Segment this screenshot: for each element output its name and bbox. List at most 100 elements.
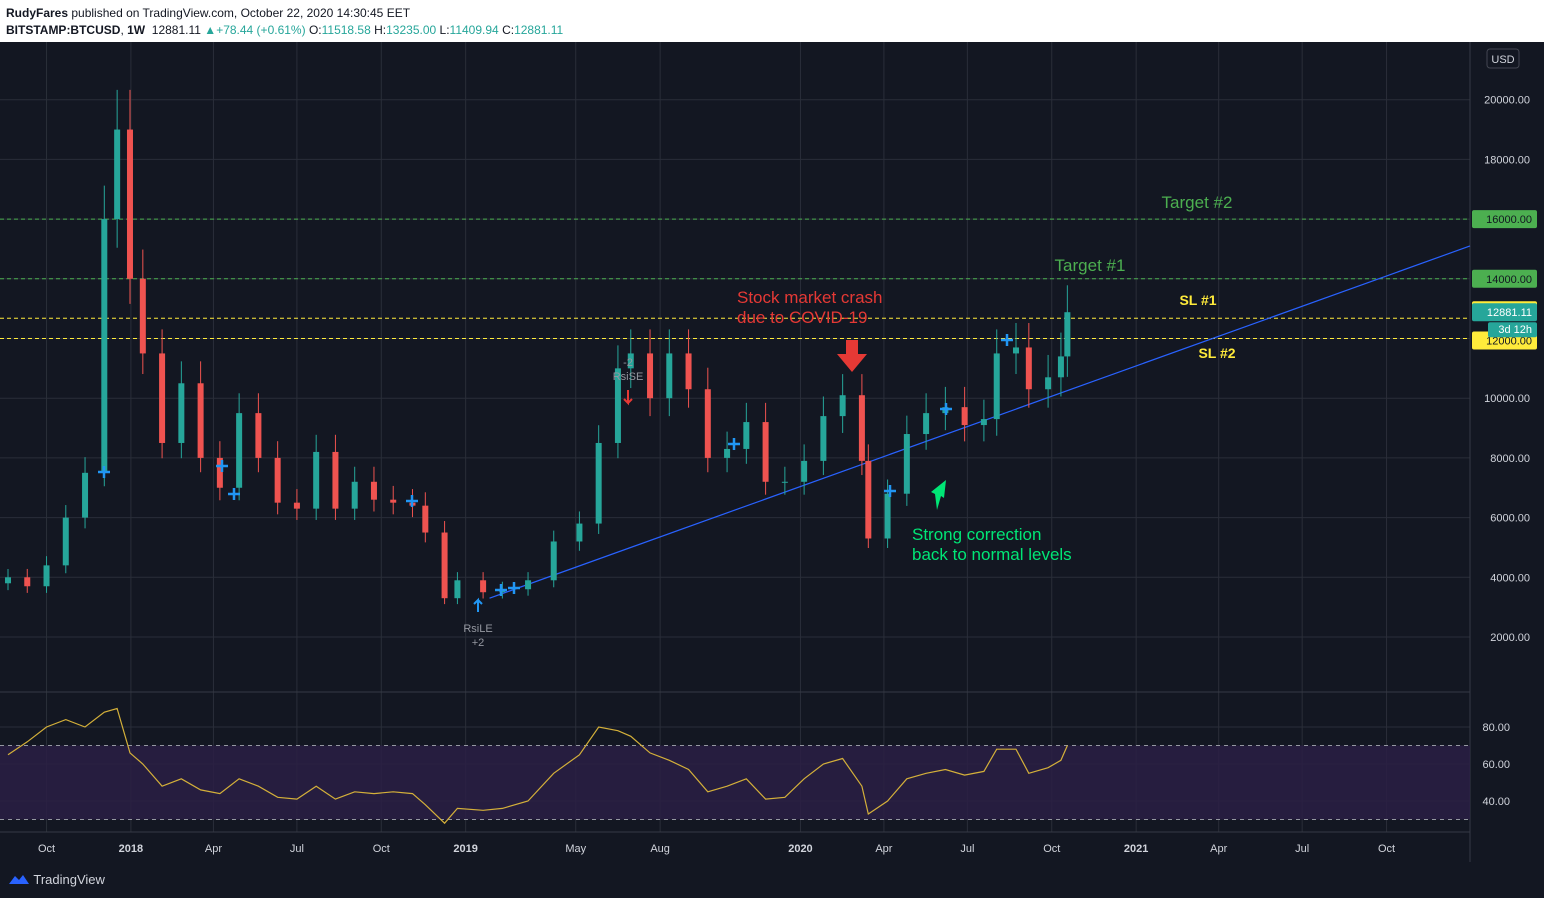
candle-body xyxy=(293,502,300,509)
candle-body xyxy=(781,481,788,483)
time-tick-label: 2021 xyxy=(1124,843,1148,855)
level-badge-label: 16000.00 xyxy=(1486,214,1532,226)
candle-body xyxy=(666,353,673,399)
price-axis-badges: 16000.0014000.0012680.0012000.0012881.11… xyxy=(1472,210,1537,350)
time-tick-label: Jul xyxy=(1295,843,1309,855)
signal-plus-icon xyxy=(508,582,520,594)
close-label: C: xyxy=(502,23,515,37)
candle-body xyxy=(236,413,243,488)
candle-body xyxy=(114,129,121,220)
rsile-qty: +2 xyxy=(472,637,485,649)
rsile-label: RsiLE xyxy=(463,623,492,635)
candle-body xyxy=(704,389,711,458)
candle-body xyxy=(274,457,281,503)
candle-body xyxy=(216,457,223,488)
time-tick-label: Oct xyxy=(1043,843,1060,855)
price-change: +78.44 (+0.61%) xyxy=(216,23,306,37)
correction-note-line1: Strong correction xyxy=(912,525,1041,544)
up-arrow-icon[interactable] xyxy=(931,480,946,510)
last-price-badge xyxy=(1472,303,1537,322)
candle-body xyxy=(422,505,429,533)
candle-body xyxy=(923,413,930,435)
candle-body xyxy=(627,353,634,369)
candle-body xyxy=(525,580,532,590)
countdown-badge xyxy=(1488,322,1537,338)
time-tick-label: Apr xyxy=(875,843,892,855)
time-tick-label: Oct xyxy=(1378,843,1395,855)
symbol-line: BITSTAMP:BTCUSD, 1W 12881.11 ▲+78.44 (+0… xyxy=(6,23,564,37)
time-axis[interactable]: Oct 2018 Apr Jul Oct 2019 May Aug 2020 Apr Jul Oct 2… xyxy=(38,843,1395,855)
candle-body xyxy=(685,353,692,390)
rsi-series xyxy=(7,707,1068,825)
time-tick-label: May xyxy=(565,843,586,855)
candle-body xyxy=(5,577,11,584)
open-label: O: xyxy=(308,23,322,37)
time-tick-label: 2018 xyxy=(119,843,143,855)
candle-body xyxy=(178,383,185,443)
rsi-band xyxy=(0,745,1470,820)
time-tick-label: Jul xyxy=(290,843,304,855)
price-tick-label: 6000.00 xyxy=(1490,513,1530,525)
time-tick-label: 2019 xyxy=(453,843,477,855)
currency-button[interactable] xyxy=(1486,48,1520,69)
candle-body xyxy=(903,434,910,494)
interval[interactable]: 1W xyxy=(127,23,146,37)
time-tick-label: Apr xyxy=(1210,843,1227,855)
level-badge xyxy=(1472,269,1537,288)
candle-body xyxy=(647,353,654,399)
signal-plus-icon xyxy=(940,403,952,415)
candle-body xyxy=(980,419,987,426)
signal-plus-icon xyxy=(728,438,740,450)
crash-note-line2: due to COVID-19 xyxy=(737,308,867,327)
signal-plus-icon xyxy=(495,584,507,596)
candle-body xyxy=(24,577,31,587)
time-tick-label: Jul xyxy=(960,843,974,855)
candle-body xyxy=(255,413,262,458)
rsi-axis[interactable]: 40.00 60.00 80.00 xyxy=(1482,722,1510,808)
candle-body xyxy=(993,353,1000,420)
price-chart[interactable]: 2000.00 4000.00 6000.00 8000.00 10000.00 1200… xyxy=(0,42,1544,862)
chart-header: RudyFares published on TradingView.com, … xyxy=(0,0,1544,42)
high-value: 13235.00 xyxy=(386,23,437,37)
signal-plus-icon xyxy=(216,460,228,472)
signal-markers xyxy=(98,334,1013,596)
rsise-qty: -2 xyxy=(623,357,633,369)
footer xyxy=(0,862,1544,898)
signal-plus-icon xyxy=(1001,334,1013,346)
candle-body xyxy=(1064,312,1071,357)
price-series xyxy=(5,89,1071,605)
symbol-name[interactable]: BITSTAMP:BTCUSD xyxy=(6,23,121,37)
last-price: 12881.11 xyxy=(151,23,201,37)
candle-body xyxy=(454,580,461,599)
grid-lines xyxy=(0,42,1470,832)
horizontal-levels[interactable] xyxy=(0,218,1470,339)
candle-body xyxy=(1045,377,1052,390)
candle-body xyxy=(762,422,769,482)
signal-plus-icon xyxy=(406,495,418,507)
time-tick-label: Apr xyxy=(205,843,222,855)
rsi-tick-label: 60.00 xyxy=(1482,759,1510,771)
author-name[interactable]: RudyFares xyxy=(6,6,69,20)
high-label: H: xyxy=(374,23,387,37)
candle-body xyxy=(139,278,146,354)
signal-plus-icon xyxy=(98,466,110,478)
rsile-arrow-icon xyxy=(473,597,483,612)
price-axis[interactable]: 2000.00 4000.00 6000.00 8000.00 10000.00 1200… xyxy=(1484,95,1530,644)
time-tick-label: Aug xyxy=(650,843,670,855)
trendline-group[interactable] xyxy=(489,245,1471,599)
tradingview-brand: TradingView xyxy=(33,872,105,887)
candle-body xyxy=(62,517,69,566)
candle-body xyxy=(724,448,731,458)
candle-body xyxy=(370,481,377,500)
down-arrow-icon[interactable] xyxy=(837,340,867,372)
trendline[interactable] xyxy=(489,245,1471,599)
signal-plus-icon xyxy=(884,485,896,497)
close-value: 12881.11 xyxy=(514,23,564,37)
candle-body xyxy=(313,451,320,509)
price-tick-label: 18000.00 xyxy=(1484,154,1530,166)
publish-line: RudyFares published on TradingView.com, … xyxy=(6,6,410,20)
time-tick-label: Oct xyxy=(38,843,55,855)
candle-body xyxy=(961,407,968,426)
target2-label: Target #2 xyxy=(1162,193,1233,212)
tradingview-logo[interactable]: TradingView xyxy=(8,872,105,887)
